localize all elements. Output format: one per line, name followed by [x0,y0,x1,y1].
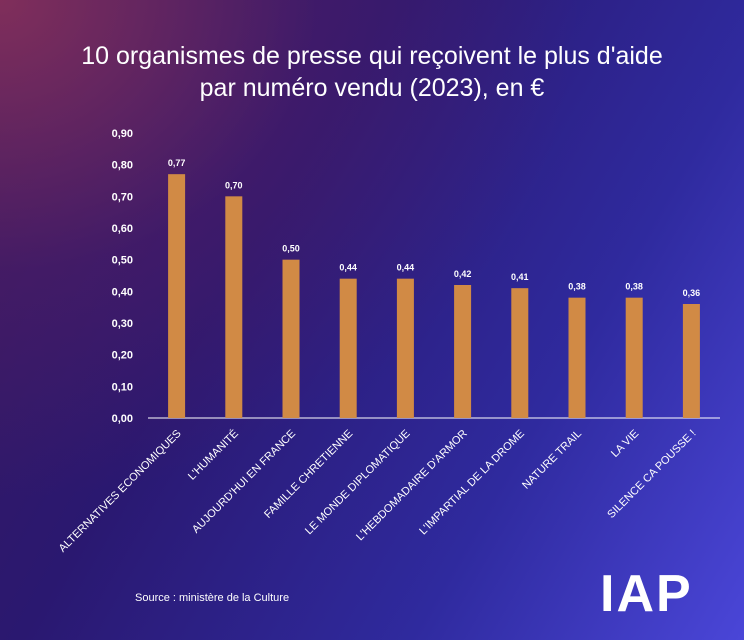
bar [339,278,357,418]
x-tick-label: LE MONDE DIPLOMATIQUE [303,428,412,537]
data-label: 0,41 [511,272,529,282]
bar [568,297,586,418]
y-tick-label: 0,00 [112,413,133,425]
source-note: Source : ministère de la Culture [135,592,290,604]
y-tick-label: 0,50 [112,255,133,267]
data-label: 0,44 [397,263,415,273]
x-tick-label: L'IMPARTIAL DE LA DROME [417,428,527,538]
data-label: 0,77 [168,158,186,168]
y-tick-label: 0,90 [112,128,133,140]
y-tick-label: 0,30 [112,318,133,330]
bar [282,259,300,418]
x-tick-label: L'HUMANITÉ [185,427,241,483]
y-tick-label: 0,20 [112,350,133,362]
data-label: 0,44 [339,263,357,273]
y-tick-label: 0,40 [112,286,133,298]
data-label: 0,42 [454,269,472,279]
bar [225,196,243,418]
bar [682,304,700,418]
chart-title-line-1: 10 organismes de presse qui reçoivent le… [81,42,663,70]
y-tick-label: 0,80 [112,160,133,172]
data-label: 0,70 [225,180,243,190]
data-label: 0,50 [282,244,300,254]
y-tick-label: 0,70 [112,191,133,203]
x-tick-label: NATURE TRAIL [520,428,584,492]
bar [396,278,414,418]
iap-logo: IAP [600,565,693,623]
y-tick-label: 0,60 [112,223,133,235]
x-tick-label: AUJOURD'HUI EN FRANCE [190,428,298,536]
data-label: 0,38 [568,282,586,292]
data-label: 0,38 [625,282,643,292]
x-tick-label: LA VIE [609,428,641,460]
data-label: 0,36 [683,288,701,298]
bar [511,288,529,418]
bar [454,285,472,418]
x-tick-label: L'HEBDOMADAIRE D'ARMOR [354,428,470,544]
bar [625,297,643,418]
y-tick-label: 0,10 [112,381,133,393]
chart-title: 10 organismes de presse qui reçoivent le… [0,40,744,104]
chart-title-line-2: par numéro vendu (2023), en € [199,74,545,102]
x-tick-label: ALTERNATIVES ECONOMIQUES [57,428,184,555]
bar [168,174,186,418]
